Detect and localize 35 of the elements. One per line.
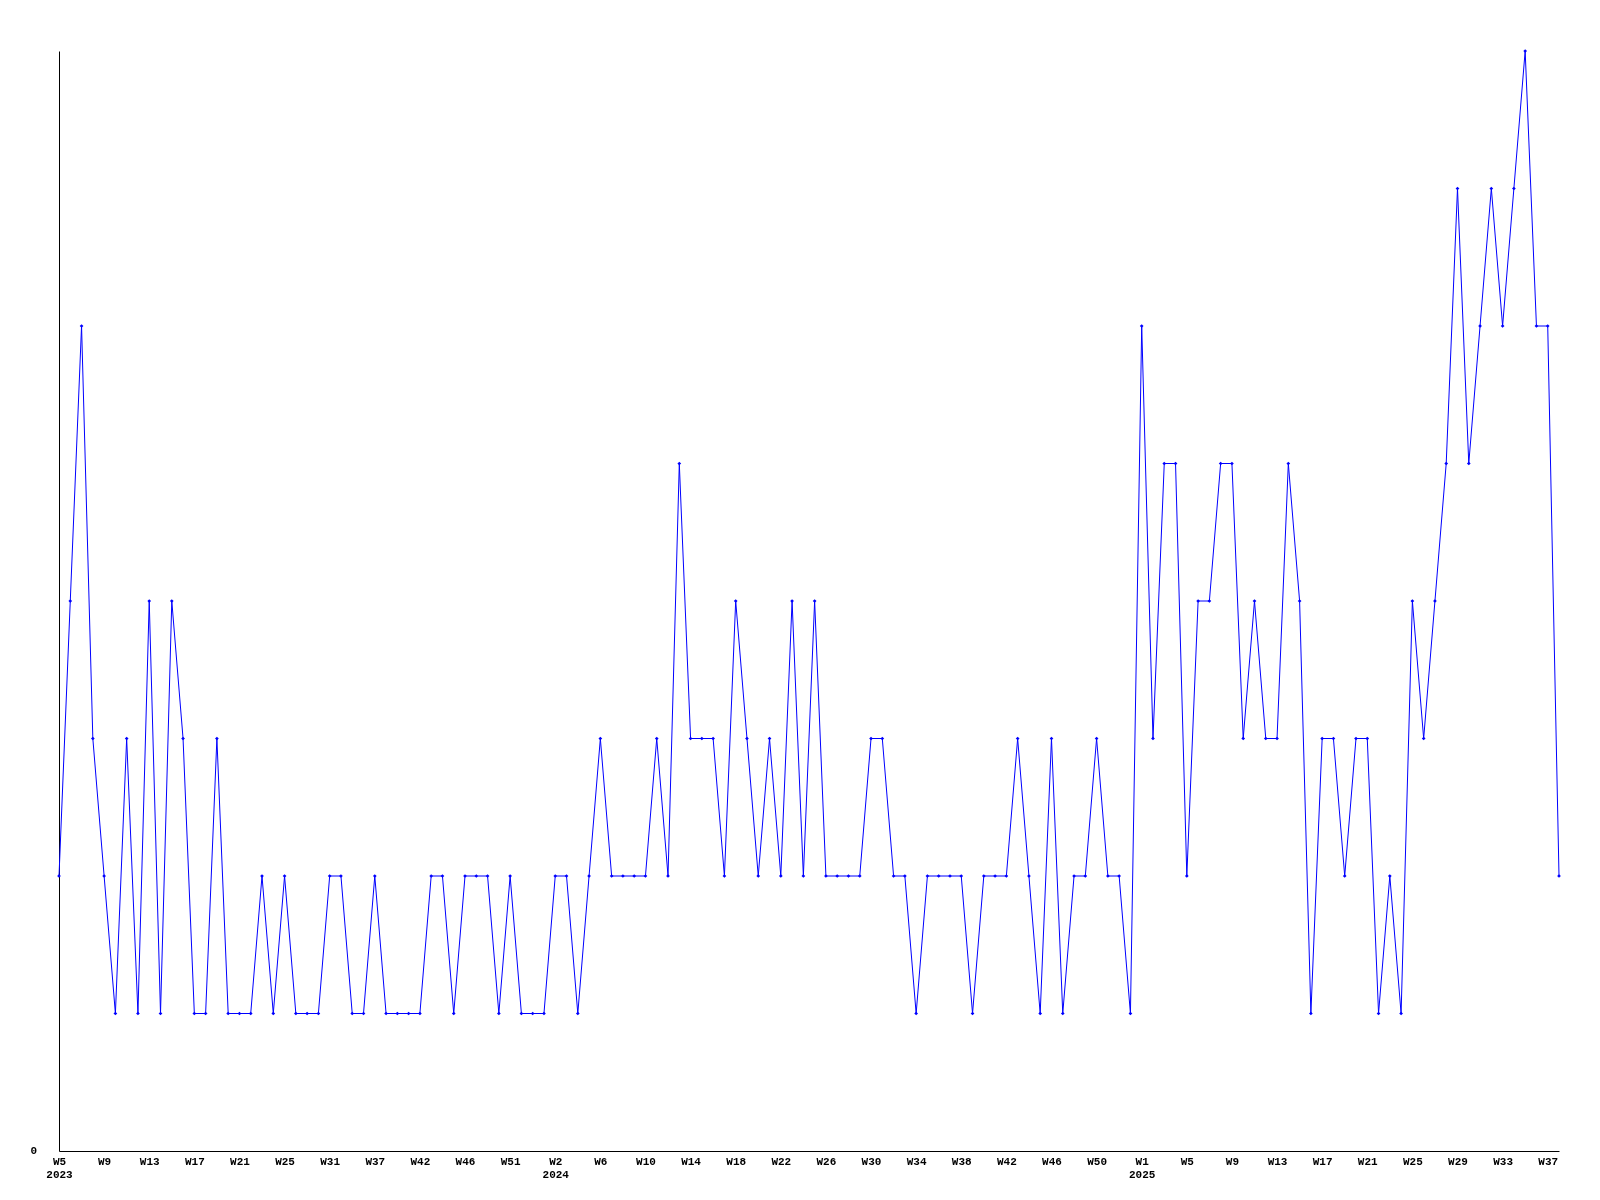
x-tick-label: W42 — [410, 1155, 431, 1168]
x-tick-label: W13 — [1267, 1155, 1288, 1168]
x-tick-label: W21 — [1357, 1155, 1379, 1168]
x-tick-label: W34 — [906, 1155, 927, 1168]
x-tick-label: W6 — [594, 1155, 608, 1168]
x-tick-label: W30 — [861, 1155, 882, 1168]
x-tick-label: W42 — [996, 1155, 1017, 1168]
x-tick-label: W25 — [275, 1155, 296, 1168]
x-tick-label: W22 — [771, 1155, 792, 1168]
x-tick-label: W25 — [1402, 1155, 1424, 1168]
x-tick-label: W26 — [816, 1155, 837, 1168]
x-tick-label: W13 — [139, 1155, 161, 1168]
x-tick-label: W17 — [1312, 1155, 1333, 1168]
x-tick-label: W5 — [1180, 1155, 1195, 1168]
text: 0 — [30, 1145, 37, 1157]
x-tick-label: W18 — [726, 1155, 747, 1168]
x-tick-label: W33 — [1493, 1155, 1514, 1168]
x-tick-label: W14 — [681, 1155, 702, 1168]
x-tick-label: W9 — [98, 1155, 112, 1168]
x-tick-label: W10 — [636, 1155, 656, 1168]
x-tick-label: W46 — [455, 1155, 476, 1168]
x-tick-label: W29 — [1448, 1155, 1468, 1168]
x-tick-label: W50 — [1087, 1155, 1107, 1168]
x-tick-label: W31 — [320, 1155, 341, 1168]
x-tick-label: W5 2023 — [46, 1155, 74, 1181]
x-tick-label: W37 — [365, 1155, 386, 1168]
x-tick-label: W1 2025 — [1129, 1155, 1156, 1181]
x-tick-label: W17 — [184, 1155, 205, 1168]
x-tick-label: W37 — [1538, 1155, 1559, 1168]
x-tick-label: W21 — [230, 1155, 251, 1168]
x-tick-label: W38 — [951, 1155, 973, 1168]
x-tick-label: W2 2024 — [542, 1155, 570, 1181]
x-tick-label: W9 — [1225, 1155, 1240, 1168]
x-tick-label: W46 — [1042, 1155, 1062, 1168]
x-tick-label: W51 — [500, 1155, 521, 1168]
